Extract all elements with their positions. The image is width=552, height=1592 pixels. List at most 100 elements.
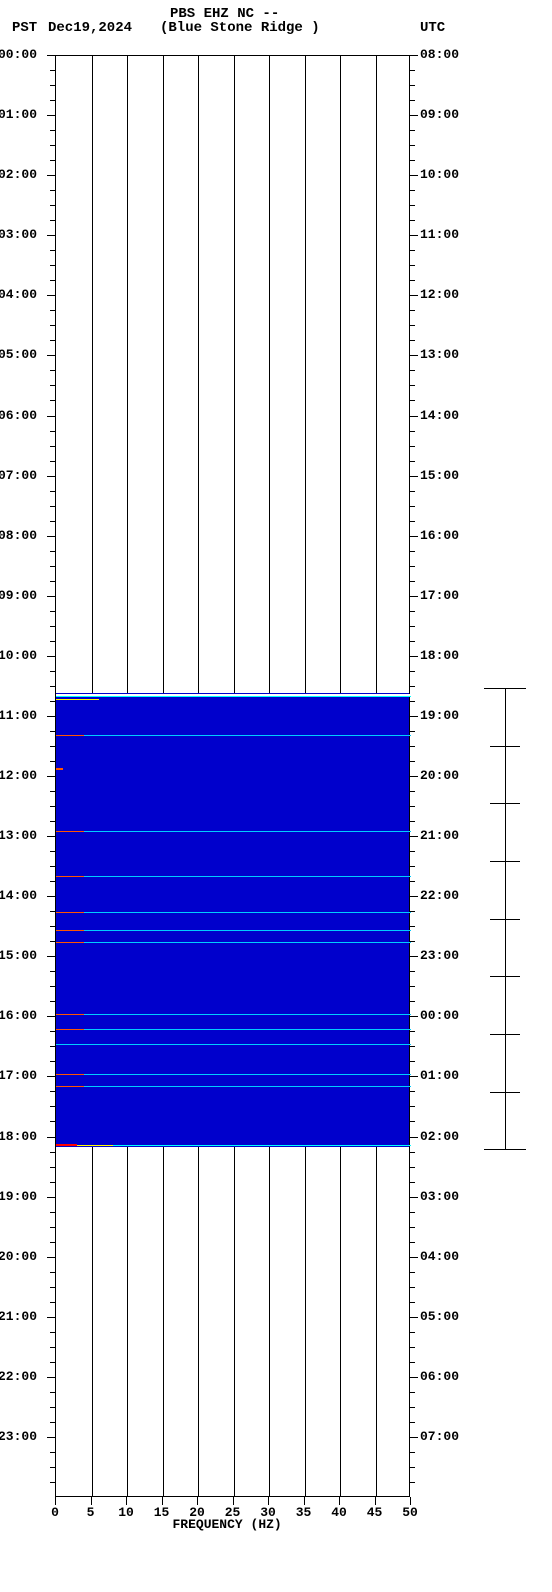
y-left-label: 17:00 [0,1068,37,1083]
chart-header: PST Dec19,2024 PBS EHZ NC -- (Blue Stone… [0,0,552,40]
y-minor-tick [410,986,415,987]
y-minor-tick [50,1031,55,1032]
y-minor-tick [50,1242,55,1243]
y-minor-tick [410,971,415,972]
spectrogram-streak [56,1144,77,1146]
y-minor-tick [50,1362,55,1363]
y-minor-tick [50,1212,55,1213]
right-scale-tick [490,746,520,747]
y-left-label: 09:00 [0,588,37,603]
y-minor-tick [50,205,55,206]
x-tick-label: 20 [189,1505,205,1520]
y-minor-tick [410,370,415,371]
x-tick-label: 15 [154,1505,170,1520]
spectrogram-streak [56,831,84,832]
y-left-label: 05:00 [0,347,37,362]
spectrogram-streak [56,735,84,736]
y-minor-tick [50,1422,55,1423]
spectrogram-streak [56,912,84,913]
y-minor-tick [50,881,55,882]
y-minor-tick [410,521,415,522]
y-minor-tick [410,310,415,311]
spectrogram-streak [56,1086,84,1087]
y-minor-tick [50,446,55,447]
y-minor-tick [50,461,55,462]
y-minor-tick [410,1001,415,1002]
y-minor-tick [410,851,415,852]
y-left-label: 16:00 [0,1008,37,1023]
y-minor-tick [410,160,415,161]
y-minor-tick [410,85,415,86]
y-minor-tick [410,671,415,672]
y-minor-tick [410,100,415,101]
y-minor-tick [410,340,415,341]
y-left-label: 11:00 [0,708,37,723]
y-minor-tick [50,791,55,792]
y-left-label: 15:00 [0,948,37,963]
y-minor-tick [410,506,415,507]
page-root: PST Dec19,2024 PBS EHZ NC -- (Blue Stone… [0,0,552,1584]
y-minor-tick [50,1302,55,1303]
y-minor-tick [50,1482,55,1483]
spectrogram-streak [56,942,84,943]
y-minor-tick [410,325,415,326]
spectrogram-streak [56,930,84,931]
y-minor-tick [50,1332,55,1333]
right-scale-tick [490,976,520,977]
right-scale-tick [490,1092,520,1093]
y-right-label: 07:00 [420,1429,459,1444]
right-scale-tick [490,919,520,920]
y-minor-tick [50,1227,55,1228]
y-minor-tick [50,340,55,341]
y-minor-tick [50,806,55,807]
y-minor-tick [50,971,55,972]
y-minor-tick [410,400,415,401]
y-minor-tick [50,1392,55,1393]
y-minor-tick [410,1106,415,1107]
y-left-label: 10:00 [0,648,37,663]
y-minor-tick [410,1422,415,1423]
y-minor-tick [410,1046,415,1047]
y-minor-tick [410,1061,415,1062]
y-minor-tick [410,551,415,552]
y-minor-tick [410,1302,415,1303]
spectrogram-streak [84,930,411,931]
y-right-label: 19:00 [420,708,459,723]
y-minor-tick [410,746,415,747]
y-minor-tick [50,385,55,386]
right-scale-cap [484,1149,526,1150]
y-minor-tick [50,145,55,146]
y-right-label: 15:00 [420,468,459,483]
y-minor-tick [410,1362,415,1363]
y-minor-tick [410,385,415,386]
y-minor-tick [50,1152,55,1153]
y-minor-tick [50,1452,55,1453]
y-right-label: 03:00 [420,1189,459,1204]
x-tick-label: 45 [367,1505,383,1520]
y-minor-tick [410,641,415,642]
spectrogram-streak [56,699,99,700]
x-tick-label: 40 [331,1505,347,1520]
y-minor-tick [50,851,55,852]
y-right-label: 02:00 [420,1129,459,1144]
x-tick-label: 30 [260,1505,276,1520]
y-minor-tick [410,1242,415,1243]
y-minor-tick [50,100,55,101]
y-minor-tick [410,431,415,432]
y-left-label: 03:00 [0,227,37,242]
y-minor-tick [410,130,415,131]
y-right-label: 09:00 [420,107,459,122]
y-minor-tick [50,160,55,161]
y-minor-tick [410,205,415,206]
y-minor-tick [50,325,55,326]
y-minor-tick [410,190,415,191]
y-minor-tick [410,1482,415,1483]
right-scale-tick [490,861,520,862]
y-minor-tick [50,310,55,311]
y-minor-tick [50,746,55,747]
y-minor-tick [50,85,55,86]
y-minor-tick [50,866,55,867]
y-minor-tick [410,1287,415,1288]
y-right-label: 00:00 [420,1008,459,1023]
spectrogram-streak [84,942,411,943]
